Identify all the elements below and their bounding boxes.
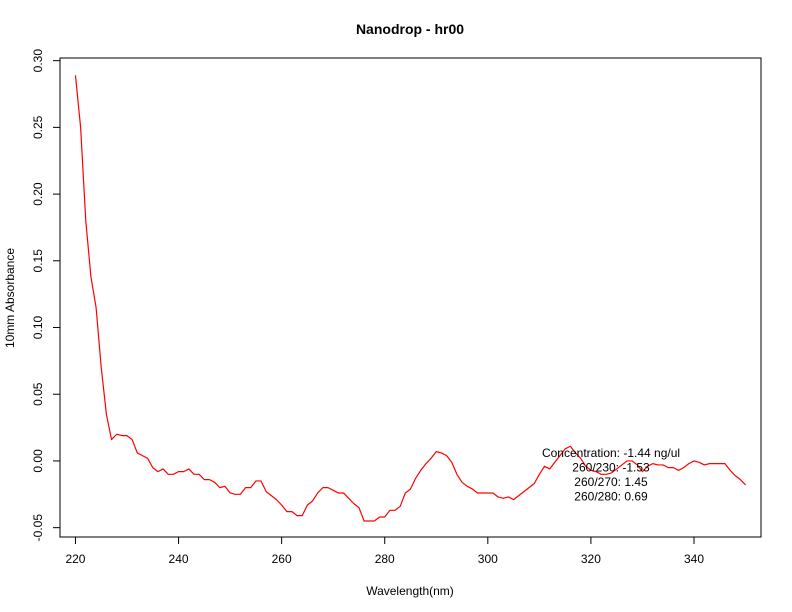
y-tick-label: 0.05 (31, 382, 45, 406)
annotation-line: 260/230: -1.53 (572, 461, 650, 475)
y-tick-label: 0.30 (31, 49, 45, 73)
x-tick-label: 300 (478, 552, 498, 566)
series-layer (74, 75, 746, 522)
plot-frame (59, 57, 762, 538)
annotation-line: Concentration: -1.44 ng/ul (542, 446, 680, 460)
y-axis: -0.05 0.00 0.05 0.10 0.15 0.20 0.25 0.30 (31, 49, 61, 542)
annotation-line: 260/270: 1.45 (574, 475, 648, 489)
y-tick-label: 0.25 (31, 115, 45, 139)
x-tick-label: 320 (581, 552, 601, 566)
y-tick-label: 0.00 (31, 449, 45, 473)
x-tick-label: 260 (272, 552, 292, 566)
chart-title: Nanodrop - hr00 (356, 21, 464, 37)
x-axis: 220 240 260 280 300 320 340 (65, 536, 704, 566)
y-tick-label: 0.10 (31, 316, 45, 340)
x-tick-label: 280 (375, 552, 395, 566)
y-tick-label: 0.20 (31, 182, 45, 206)
x-tick-label: 340 (684, 552, 704, 566)
y-tick-label: -0.05 (31, 514, 45, 542)
x-axis-label: Wavelength(nm) (366, 584, 454, 598)
absorbance-series-line (74, 75, 746, 522)
x-tick-label: 220 (65, 552, 85, 566)
y-tick-label: 0.15 (31, 249, 45, 273)
x-tick-label: 240 (169, 552, 189, 566)
y-axis-label: 10mm Absorbance (3, 248, 17, 348)
annotation-line: 260/280: 0.69 (574, 490, 648, 504)
